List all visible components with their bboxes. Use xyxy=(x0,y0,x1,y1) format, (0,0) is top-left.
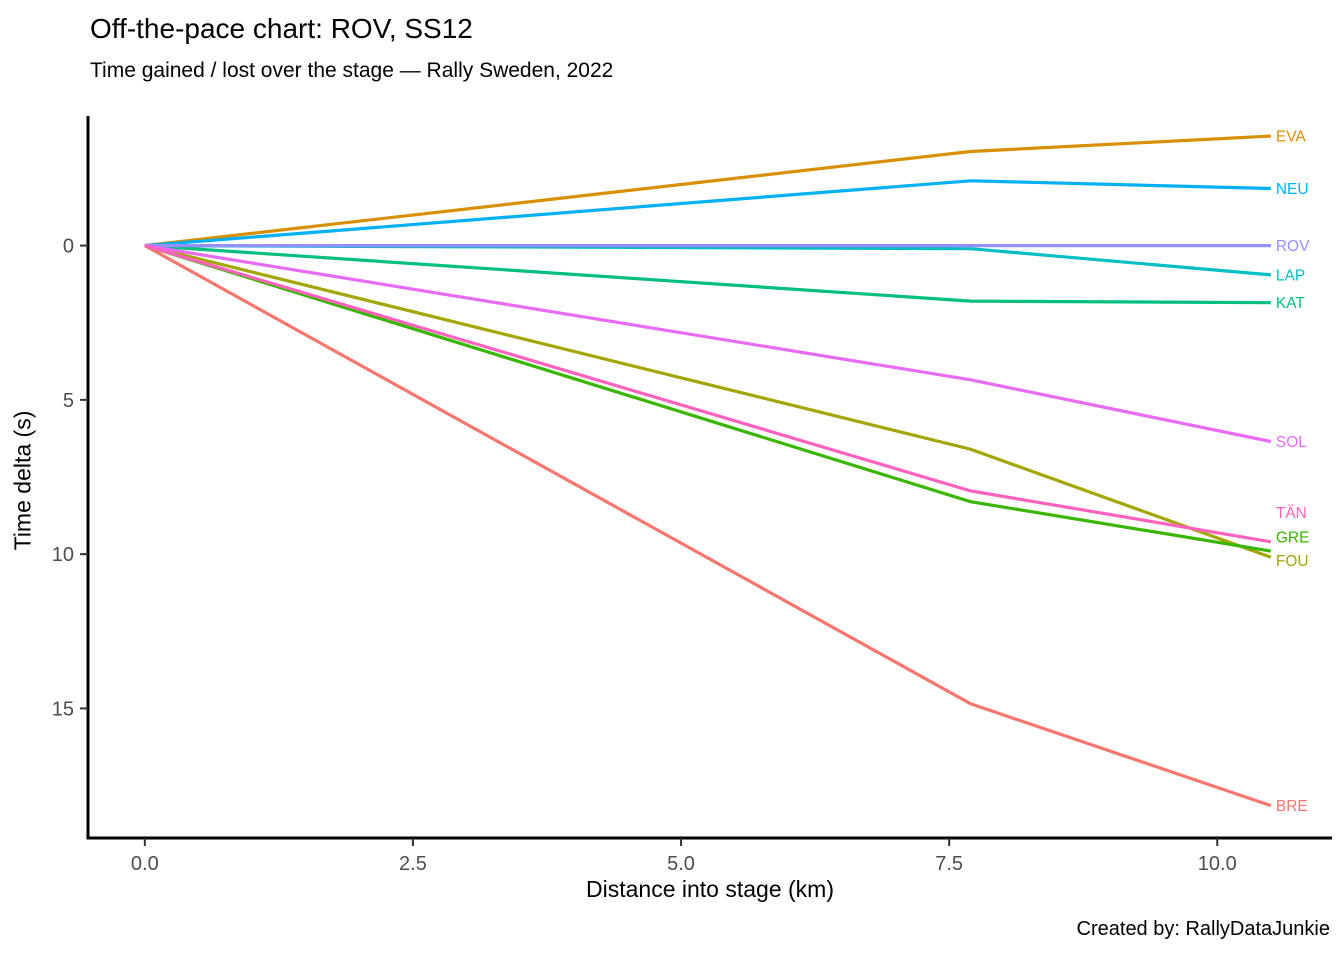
series-line-FOU xyxy=(144,244,1272,559)
x-axis-title: Distance into stage (km) xyxy=(586,876,834,902)
y-tick-label: 10 xyxy=(52,544,74,566)
series-line-GRE xyxy=(144,244,1272,553)
series-label-FOU: FOU xyxy=(1276,553,1309,570)
series-label-ROV: ROV xyxy=(1276,238,1310,255)
series-line-KAT xyxy=(144,243,1271,305)
series-line-NEU xyxy=(144,179,1271,248)
series-line-EVA xyxy=(144,134,1271,248)
series-label-GRE: GRE xyxy=(1276,530,1310,547)
x-tick-label: 0.0 xyxy=(131,853,159,875)
x-tick-label: 10.0 xyxy=(1198,853,1237,875)
chart-subtitle: Time gained / lost over the stage — Rall… xyxy=(90,59,614,82)
series-label-EVA: EVA xyxy=(1276,129,1307,146)
x-tick-label: 5.0 xyxy=(667,853,695,875)
x-tick-label: 2.5 xyxy=(399,853,427,875)
y-axis-title: Time delta (s) xyxy=(9,410,36,551)
series-label-TÄN: TÄN xyxy=(1276,505,1307,522)
chart-caption: Created by: RallyDataJunkie xyxy=(1076,918,1330,940)
series-line-TÄN xyxy=(144,244,1272,544)
series-label-BRE: BRE xyxy=(1276,798,1308,815)
y-tick-label: 15 xyxy=(52,698,74,720)
series-line-LAP xyxy=(144,243,1272,277)
y-tick-label: 0 xyxy=(63,236,74,258)
series-label-NEU: NEU xyxy=(1276,181,1309,198)
series-label-SOL: SOL xyxy=(1276,434,1307,451)
x-tick-label: 7.5 xyxy=(935,853,963,875)
series-line-SOL xyxy=(144,244,1272,444)
series-label-LAP: LAP xyxy=(1276,267,1305,284)
chart-title: Off-the-pace chart: ROV, SS12 xyxy=(90,13,473,44)
y-tick-label: 5 xyxy=(63,390,74,412)
series-label-KAT: KAT xyxy=(1276,295,1306,312)
series-line-BRE xyxy=(144,244,1272,808)
